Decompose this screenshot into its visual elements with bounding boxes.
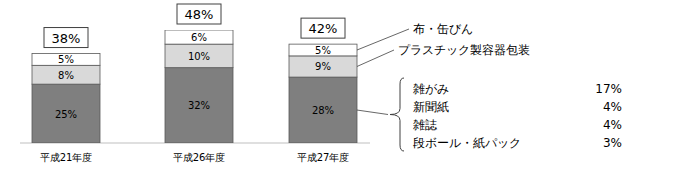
total-box xyxy=(44,28,88,48)
data-label: 5% xyxy=(58,54,74,65)
category-label: 平成21年度 xyxy=(40,152,93,163)
data-label: 6% xyxy=(191,32,207,43)
breakdown-value: 17% xyxy=(595,82,622,96)
bar-segment xyxy=(289,44,357,56)
total-label: 42% xyxy=(309,21,338,36)
category-label: 平成27年度 xyxy=(297,152,350,163)
total-label: 48% xyxy=(185,7,214,22)
bar-segment xyxy=(165,68,233,143)
breakdown-value: 3% xyxy=(603,136,622,150)
data-label: 10% xyxy=(188,51,210,62)
leader-line xyxy=(357,50,394,66)
data-label: 28% xyxy=(312,105,334,116)
chart: 25% 32% 28% 8% 10% 9% 5% 6% 5% 平成21年度 平成26年度 平成27年度… xyxy=(0,0,688,174)
legend-label: 布・缶びん xyxy=(413,22,473,36)
legend-label: プラスチック製容器包装 xyxy=(398,43,530,57)
brace xyxy=(390,78,404,151)
total-label: 38% xyxy=(52,31,81,46)
data-label: 32% xyxy=(188,100,210,111)
category-label: 平成26年度 xyxy=(173,152,226,163)
breakdown-label: 雑がみ xyxy=(413,82,449,96)
breakdown-label: 段ボール・紙パック xyxy=(413,136,521,150)
bar-segment xyxy=(32,84,100,143)
total-box xyxy=(301,18,345,38)
bar-segment xyxy=(165,44,233,68)
bar-segment xyxy=(289,56,357,77)
leader-line xyxy=(357,110,388,114)
bar-segment xyxy=(32,65,100,84)
bar-segment xyxy=(289,77,357,143)
bar-segment xyxy=(165,30,233,44)
data-label: 25% xyxy=(55,109,77,120)
breakdown-label: 雑誌 xyxy=(413,118,437,132)
data-label: 8% xyxy=(58,70,74,81)
data-label: 9% xyxy=(315,61,331,72)
breakdown-label: 新聞紙 xyxy=(413,100,449,114)
data-label: 5% xyxy=(315,45,331,56)
breakdown-value: 4% xyxy=(603,100,622,114)
labels: 25% 32% 28% 8% 10% 9% 5% 6% 5% xyxy=(55,32,334,120)
breakdown-value: 4% xyxy=(603,118,622,132)
total-box xyxy=(177,4,221,24)
bar-segment xyxy=(32,54,100,66)
